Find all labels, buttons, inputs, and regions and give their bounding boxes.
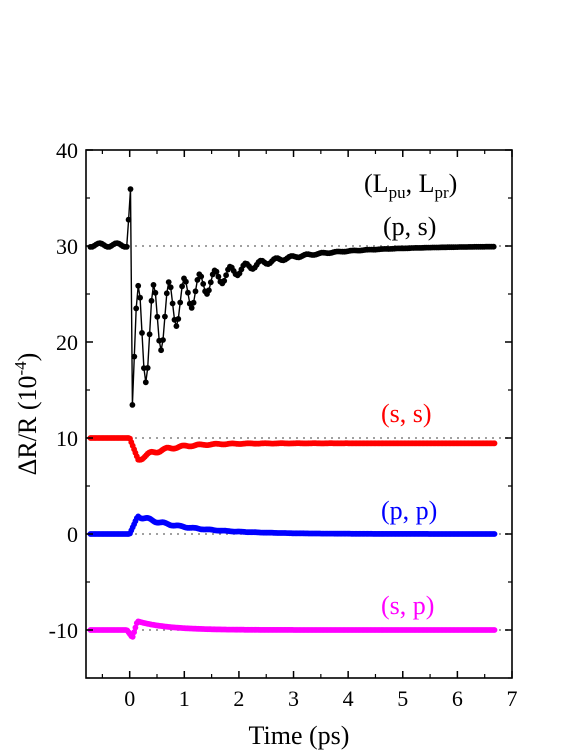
data-point [190, 299, 197, 306]
data-point [125, 216, 132, 223]
y-tick-label: 10 [56, 426, 78, 451]
data-point [179, 283, 186, 290]
axis-ticks [86, 149, 513, 679]
series-label-p-p: (p, p) [381, 496, 437, 525]
legend-title: (Lpu, Lpr) [364, 169, 457, 202]
data-point [213, 268, 220, 275]
x-tick-label: 2 [233, 686, 244, 711]
data-point [175, 316, 182, 322]
x-tick-label: 6 [452, 686, 463, 711]
series-ps [87, 186, 497, 408]
x-tick-label: 5 [397, 686, 408, 711]
data-point [177, 299, 184, 306]
data-point [148, 297, 155, 304]
data-point [158, 347, 165, 354]
data-point [173, 323, 180, 329]
y-tick-label: 40 [56, 138, 78, 163]
data-point [146, 331, 153, 338]
data-point [133, 305, 140, 312]
data-point [163, 290, 170, 297]
data-point [491, 627, 498, 633]
data-point [185, 289, 191, 296]
data-point [215, 273, 222, 280]
data-point [188, 305, 195, 311]
x-axis-title: Time (ps) [249, 721, 350, 750]
data-point [142, 379, 149, 386]
data-point [491, 440, 498, 447]
series-label-s-p: (s, p) [381, 591, 434, 620]
reference-lines [86, 245, 512, 631]
data-point [490, 243, 497, 250]
series-label-p-s: (p, s) [383, 212, 436, 241]
y-axis-title-main: ΔR/R (10 [13, 376, 42, 476]
data-point [135, 282, 142, 289]
data-point [131, 353, 138, 360]
x-tick-label: 3 [288, 686, 299, 711]
data-point [223, 272, 230, 279]
data-point [129, 633, 136, 640]
data-point [194, 277, 201, 283]
plot-frame [85, 149, 513, 679]
data-point [491, 531, 498, 537]
x-tick-label: 0 [124, 686, 135, 711]
data-point [162, 313, 168, 320]
data-point [200, 281, 207, 287]
data-point [123, 243, 130, 250]
series-label-s-s: (s, s) [381, 399, 432, 428]
y-axis-title-close: ) [13, 353, 42, 362]
series-layer [87, 186, 498, 640]
data-point [160, 337, 166, 343]
data-point [150, 282, 157, 288]
data-point [132, 624, 139, 631]
data-point [165, 279, 172, 285]
data-point [192, 288, 199, 295]
y-tick-label: 20 [56, 330, 78, 355]
x-tick-label: 4 [343, 686, 354, 711]
data-point [183, 278, 189, 285]
data-point [139, 330, 145, 336]
data-point [207, 279, 214, 286]
y-axis-title-exponent: -4 [11, 361, 30, 376]
data-point [206, 287, 212, 294]
y-axis-title: ΔR/R (10-4) [11, 353, 42, 476]
data-point [127, 186, 134, 193]
series-ss [87, 435, 498, 463]
data-point [144, 365, 151, 371]
series-pp [87, 513, 498, 537]
y-tick-label: 30 [56, 234, 78, 259]
data-point [198, 273, 205, 280]
data-point [167, 284, 174, 291]
data-point [154, 313, 161, 320]
data-point [152, 289, 159, 296]
y-tick-label: -10 [49, 618, 78, 643]
y-tick-label: 0 [67, 522, 78, 547]
data-point [131, 629, 138, 636]
data-point [221, 277, 228, 284]
data-point [129, 402, 136, 408]
data-point [137, 294, 144, 301]
svg-text:ΔR/R (10-4): ΔR/R (10-4) [11, 353, 42, 476]
series-sp [87, 618, 498, 640]
tick-labels: 0 1 2 3 4 5 6 7 -10 0 10 20 30 40 [49, 138, 518, 711]
data-point [169, 300, 176, 307]
x-tick-label: 7 [507, 686, 518, 711]
x-tick-label: 1 [179, 686, 190, 711]
